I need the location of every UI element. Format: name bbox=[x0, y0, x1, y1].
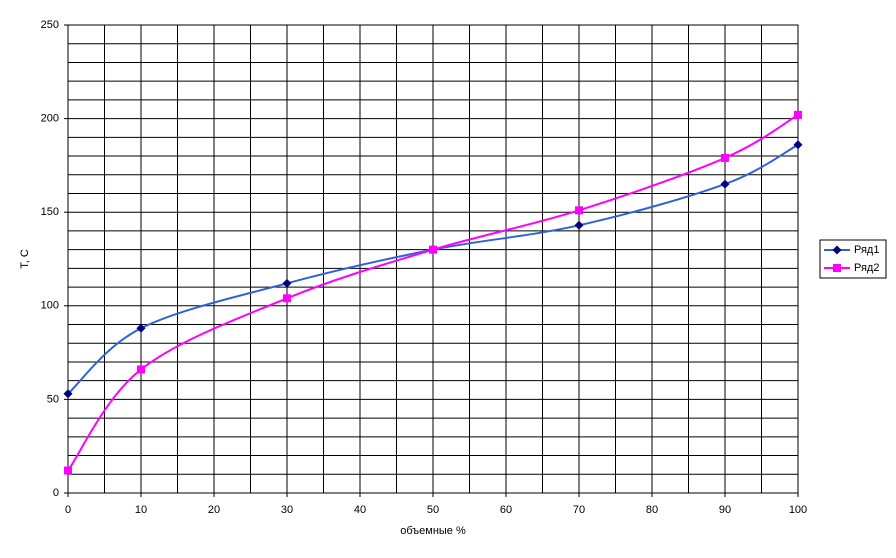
x-tick-label: 80 bbox=[646, 504, 658, 516]
x-tick-label: 0 bbox=[65, 504, 71, 516]
x-tick-label: 40 bbox=[354, 504, 366, 516]
y-tick-label: 200 bbox=[41, 113, 59, 125]
data-point bbox=[794, 110, 802, 119]
data-point bbox=[136, 323, 146, 333]
data-point bbox=[63, 389, 73, 399]
y-tick-label: 50 bbox=[47, 393, 59, 405]
data-point bbox=[574, 220, 584, 230]
data-point bbox=[429, 245, 437, 254]
data-point bbox=[64, 466, 72, 475]
x-tick-label: 90 bbox=[719, 504, 731, 516]
x-axis-label: объемные % bbox=[400, 525, 466, 537]
x-tick-label: 100 bbox=[789, 504, 807, 516]
data-point bbox=[283, 294, 291, 303]
y-tick-label: 100 bbox=[41, 300, 59, 312]
data-point bbox=[720, 179, 730, 189]
x-tick-label: 20 bbox=[208, 504, 220, 516]
data-point bbox=[721, 153, 729, 162]
x-tick-label: 30 bbox=[281, 504, 293, 516]
x-tick-label: 50 bbox=[427, 504, 439, 516]
legend-marker bbox=[833, 264, 841, 272]
x-tick-label: 60 bbox=[500, 504, 512, 516]
data-point bbox=[137, 365, 145, 374]
data-point bbox=[793, 140, 803, 150]
legend-marker bbox=[832, 245, 842, 255]
legend bbox=[819, 239, 887, 279]
data-point bbox=[282, 278, 292, 288]
y-tick-label: 250 bbox=[41, 19, 59, 31]
y-tick-label: 0 bbox=[53, 487, 59, 499]
legend-label: Ряд2 bbox=[854, 262, 879, 274]
legend-label: Ряд1 bbox=[854, 244, 879, 256]
y-tick-label: 150 bbox=[41, 206, 59, 218]
y-axis-label: T, C bbox=[19, 249, 31, 269]
x-tick-label: 10 bbox=[135, 504, 147, 516]
data-point bbox=[575, 206, 583, 215]
x-tick-label: 70 bbox=[573, 504, 585, 516]
